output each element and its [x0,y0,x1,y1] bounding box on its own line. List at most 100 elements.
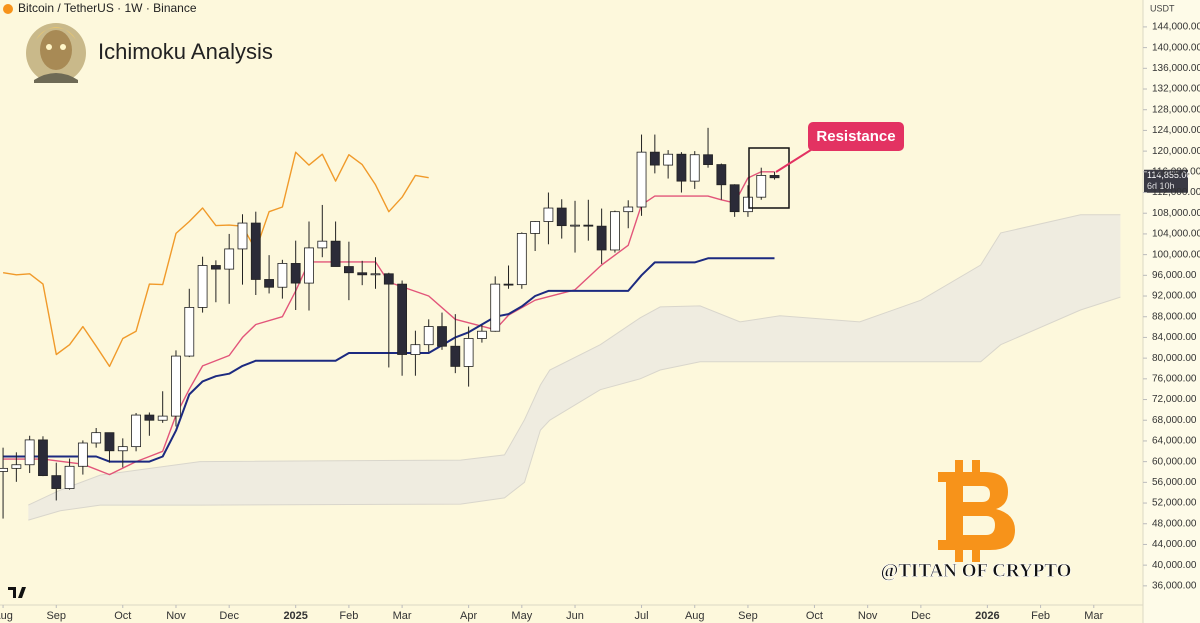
annotation-pointer [775,147,815,173]
candle-body [437,326,447,347]
candle-body [490,283,501,332]
candle-body [38,439,48,477]
candle-body [11,464,22,469]
y-tick-label: 88,000.00 [1152,311,1197,322]
indicator-line [3,171,775,476]
candle-body [543,207,554,222]
candle-body [171,355,181,417]
y-tick-label: 92,000.00 [1152,291,1197,302]
candle-body [516,233,527,286]
candle-body [689,154,700,182]
x-tick-label: Dec [219,610,239,622]
y-tick-label: 112,000.00 [1152,187,1200,198]
candle-body [383,273,394,285]
candle-body [596,225,607,251]
avatar-eye [46,44,52,50]
candle-body [224,248,235,270]
candle-body [463,338,474,367]
x-tick-label: May [511,610,532,622]
avatar-hair [36,27,76,40]
price-label-text: 114,855.00 [1147,170,1191,180]
candle-body [676,153,687,182]
x-tick-label: Mar [393,610,412,622]
y-tick-label: 120,000.00 [1152,146,1200,157]
header: Bitcoin / TetherUS · 1W · Binance Ichimo… [3,1,1175,83]
candle-body [663,153,674,166]
tv-logo [8,587,26,598]
y-tick-label: 100,000.00 [1152,249,1200,260]
candle-body [610,211,620,251]
x-tick-label: Aug [0,610,13,622]
candle-body [343,266,354,274]
x-tick-label: Mar [1084,610,1103,622]
cloud-fill [28,214,1121,521]
candle-body [91,432,102,444]
cloud-edge [28,214,1121,506]
avatar-face [40,30,72,70]
candle-body [570,224,580,227]
candle-body [237,222,248,250]
candle-body [290,263,301,284]
candle-body [729,184,740,213]
x-tick-label: Nov [858,610,878,622]
logo-stroke [972,546,980,562]
candle-body [210,265,221,270]
logo-stroke [972,460,980,476]
candle-body [716,164,727,186]
candle-body [317,240,328,249]
avatar-body [34,73,78,83]
y-tick-label: 56,000.00 [1152,477,1197,488]
x-tick-label: Jul [635,610,649,622]
logo-b [938,472,1015,550]
candle-body [649,151,660,166]
candle-body [530,221,541,234]
x-tick-label: Sep [46,610,66,622]
candle-body [264,279,274,288]
candle-body [756,175,767,198]
candle-body [131,414,141,448]
y-tick-label: 116,000.00 [1152,166,1200,177]
y-tick-label: 144,000.00 [1152,22,1200,33]
countdown-text: 6d 10h [1147,181,1175,191]
unit-label: USDT [1150,3,1175,13]
x-tick-label: Apr [460,610,477,622]
x-tick-label: 2025 [283,610,307,622]
y-tick-label: 36,000.00 [1152,580,1197,591]
watermark: @TITAN OF CRYPTO [881,560,1072,581]
plot-area [0,127,1121,521]
candle-body [304,247,314,284]
tv-logo-part [18,587,26,598]
indicator-line [3,257,775,463]
chart-title: Bitcoin / TetherUS · 1W · Binance [18,1,197,15]
y-tick-label: 44,000.00 [1152,539,1197,550]
candle-body [477,330,487,339]
candle-body [423,326,434,346]
cloud-edge [28,296,1121,521]
candle-body [743,196,753,213]
tv-logo-part [8,587,16,598]
candle-body [330,240,341,267]
candle-body [769,175,780,179]
x-tick-label: Jun [566,610,584,622]
x-tick-label: 2026 [975,610,999,622]
chart-subtitle: Ichimoku Analysis [98,39,273,64]
candle-body [77,442,88,467]
candle-body [157,415,168,421]
x-tick-label: Sep [738,610,758,622]
candle-body [64,465,75,489]
x-tick-label: Dec [911,610,931,622]
y-tick-label: 52,000.00 [1152,498,1197,509]
candle-body [184,307,195,357]
candle-body [250,222,261,280]
candle-body [51,475,62,489]
y-tick-label: 104,000.00 [1152,229,1200,240]
indicator-line [2,151,429,368]
bitcoin-logo: @TITAN OF CRYPTO [880,460,1072,582]
candle-body [24,439,35,466]
candle-body [144,414,155,421]
y-tick-label: 124,000.00 [1152,125,1200,136]
y-tick-label: 136,000.00 [1152,63,1200,74]
